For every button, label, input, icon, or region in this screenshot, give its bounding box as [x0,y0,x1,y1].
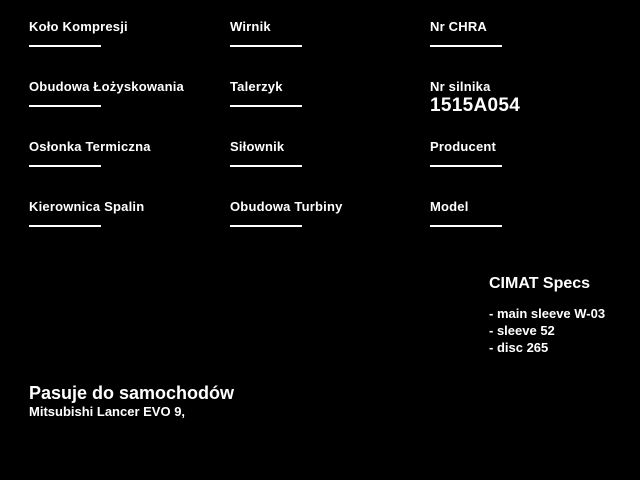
field-label: Koło Kompresji [29,19,128,34]
cimat-specs-section: CIMAT Specs - main sleeve W-03 - sleeve … [489,274,605,356]
field-label: Nr silnika [430,79,491,94]
field-silownik: Siłownik [230,139,430,199]
field-label: Osłonka Termiczna [29,139,151,154]
field-label: Model [430,199,469,214]
field-label: Kierownica Spalin [29,199,145,214]
field-talerzyk: Talerzyk [230,79,430,139]
field-wirnik: Wirnik [230,19,430,79]
spec-item: - main sleeve W-03 [489,306,606,321]
field-kierownica-spalin: Kierownica Spalin [29,199,230,259]
field-obudowa-turbiny: Obudowa Turbiny [230,199,430,259]
field-producent: Producent [430,139,630,199]
field-underline [29,165,101,167]
field-label: Nr CHRA [430,19,488,34]
field-oslonka-termiczna: Osłonka Termiczna [29,139,230,199]
specs-list: - main sleeve W-03 - sleeve 52 - disc 26… [489,305,605,356]
field-underline [29,45,101,47]
field-underline [230,165,302,167]
field-nr-chra: Nr CHRA [430,19,630,79]
field-underline [230,105,302,107]
field-label: Wirnik [230,19,271,34]
fitment-title: Pasuje do samochodów [29,383,235,403]
field-label: Siłownik [230,139,285,154]
field-obudowa-lozyskowania: Obudowa Łożyskowania [29,79,230,139]
field-label: Obudowa Turbiny [230,199,343,214]
field-label: Producent [430,139,497,154]
field-nr-silnika: Nr silnika 1515A054 [430,79,630,139]
field-underline [29,105,101,107]
field-underline [29,225,101,227]
field-underline [230,45,302,47]
field-label: Talerzyk [230,79,283,94]
field-kolo-kompresji: Koło Kompresji [29,19,230,79]
parts-field-grid: Koło Kompresji Wirnik Nr CHRA Obudowa Ło… [29,19,630,259]
engine-number-value: 1515A054 [430,95,521,116]
field-underline [430,165,502,167]
field-underline [430,45,502,47]
fitment-cars: Mitsubishi Lancer EVO 9, [29,404,186,419]
fitment-section: Pasuje do samochodów Mitsubishi Lancer E… [29,383,234,419]
field-underline [430,225,502,227]
field-model: Model [430,199,630,259]
field-underline [230,225,302,227]
specs-title: CIMAT Specs [489,275,591,292]
spec-item: - sleeve 52 [489,323,555,338]
spec-item: - disc 265 [489,340,549,355]
field-label: Obudowa Łożyskowania [29,79,184,94]
